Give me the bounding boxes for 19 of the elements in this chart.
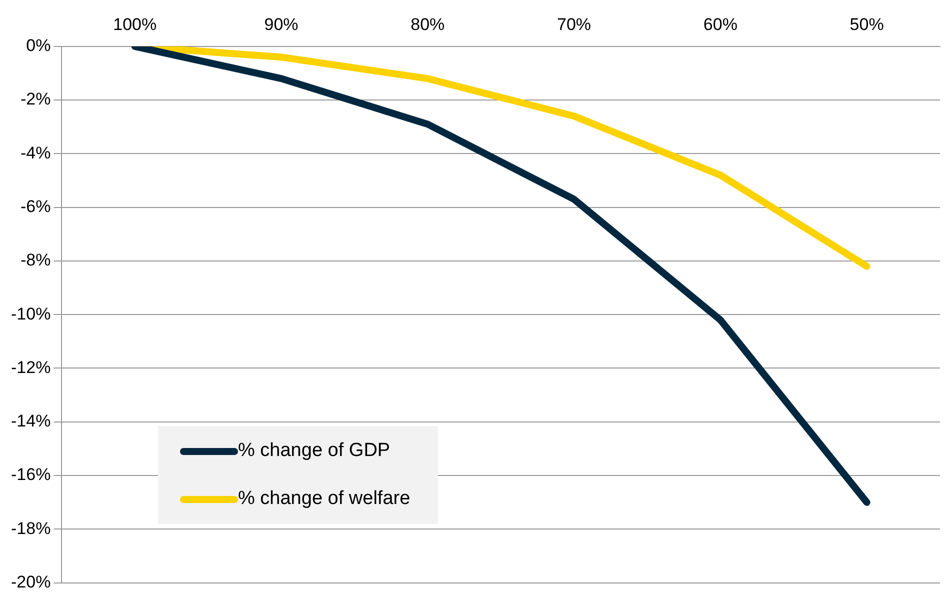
x-tick-label: 90% [264,14,298,34]
y-tick-label: -10% [11,304,51,324]
x-tick-label: 80% [410,14,445,34]
y-tick-label: -20% [11,572,51,592]
x-tick-label: 50% [850,14,884,34]
x-tick-label: 60% [703,14,738,34]
legend-label: % change of welfare [238,488,410,510]
y-tick-label: -8% [20,250,51,270]
y-tick-label: -12% [11,358,51,377]
legend-label: % change of GDP [238,440,390,462]
y-tick-label: -4% [20,143,51,162]
y-tick-label: -16% [11,465,51,484]
y-tick-label: 0% [26,36,51,56]
y-tick-label: -2% [20,90,51,109]
x-tick-label: 70% [557,14,592,34]
x-tick-label: 100% [113,14,157,34]
y-tick-label: -14% [11,412,51,431]
y-tick-label: -18% [11,518,51,538]
y-tick-label: -6% [20,197,51,216]
